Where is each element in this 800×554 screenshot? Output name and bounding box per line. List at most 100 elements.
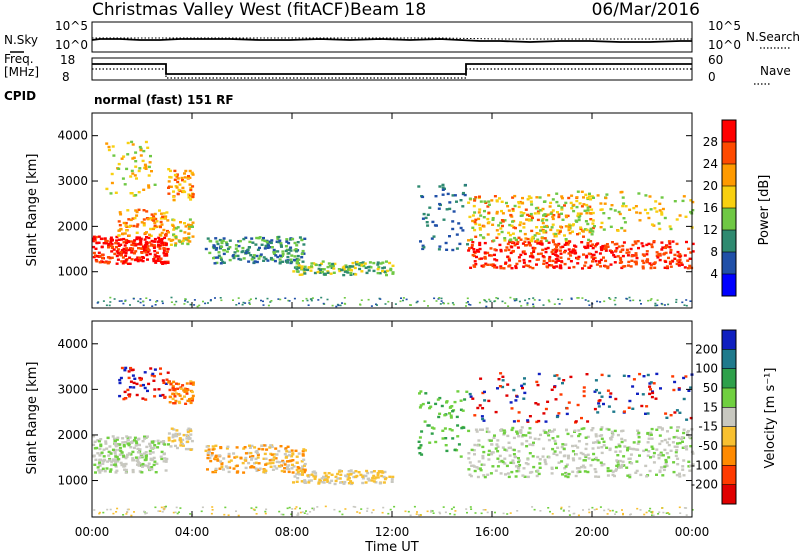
backscatter-cell — [595, 263, 599, 266]
backscatter-cell — [525, 244, 529, 247]
backscatter-cell — [498, 454, 502, 458]
backscatter-cell — [141, 259, 145, 263]
backscatter-cell — [568, 240, 572, 243]
backscatter-cell — [599, 265, 603, 268]
backscatter-cell — [139, 240, 143, 243]
backscatter-cell — [149, 458, 153, 461]
backscatter-cell — [133, 251, 136, 255]
backscatter-cell — [167, 238, 171, 241]
backscatter-cell — [114, 242, 118, 245]
backscatter-cell — [167, 180, 171, 183]
backscatter-cell — [127, 234, 131, 237]
backscatter-cell — [214, 467, 218, 471]
backscatter-cell — [157, 259, 161, 262]
colorbar-band — [722, 120, 736, 143]
backscatter-cell — [487, 449, 491, 453]
backscatter-cell — [167, 439, 171, 442]
backscatter-cell — [281, 459, 285, 463]
backscatter-cell — [123, 244, 127, 247]
backscatter-cell — [673, 257, 677, 260]
backscatter-cell — [301, 454, 305, 457]
backscatter-cell — [517, 411, 521, 414]
backscatter-cell — [114, 455, 118, 458]
backscatter-cell — [418, 392, 421, 395]
backscatter-cell — [627, 406, 631, 409]
backscatter-cell — [115, 250, 119, 253]
backscatter-cell — [522, 265, 526, 268]
backscatter-cell — [266, 246, 270, 249]
nsky-tick-bottom: 10^0 — [55, 38, 88, 52]
backscatter-cell — [142, 300, 145, 303]
backscatter-cell — [588, 266, 592, 269]
backscatter-cell — [262, 259, 266, 262]
backscatter-cell — [493, 300, 496, 303]
backscatter-cell — [533, 437, 537, 440]
backscatter-cell — [658, 252, 662, 256]
backscatter-cell — [662, 468, 666, 472]
backscatter-cell — [525, 439, 529, 443]
backscatter-cell — [252, 466, 256, 469]
backscatter-cell — [175, 300, 178, 303]
backscatter-cell — [517, 460, 520, 464]
backscatter-cell — [565, 412, 569, 416]
backscatter-cell — [483, 399, 487, 402]
backscatter-cell — [152, 217, 156, 220]
backscatter-cell — [118, 224, 122, 227]
backscatter-cell — [191, 394, 195, 398]
backscatter-cell — [163, 254, 167, 257]
backscatter-cell — [586, 196, 590, 200]
backscatter-cell — [427, 305, 429, 307]
backscatter-cell — [212, 256, 215, 260]
backscatter-cell — [120, 451, 124, 454]
backscatter-cell — [563, 467, 567, 470]
backscatter-cell — [378, 482, 382, 485]
backscatter-cell — [232, 299, 234, 301]
backscatter-cell — [105, 304, 108, 307]
backscatter-cell — [131, 217, 135, 220]
backscatter-cell — [267, 304, 270, 307]
backscatter-cell — [366, 507, 369, 510]
backscatter-cell — [630, 259, 634, 262]
backscatter-cell — [611, 473, 615, 477]
backscatter-cell — [164, 382, 168, 385]
backscatter-cell — [340, 470, 343, 473]
backscatter-cell — [172, 198, 176, 202]
backscatter-cell — [191, 235, 195, 238]
backscatter-cell — [139, 247, 143, 250]
backscatter-cell — [536, 252, 540, 256]
backscatter-cell — [309, 298, 312, 300]
backscatter-cell — [535, 380, 539, 384]
backscatter-cell — [620, 266, 624, 270]
backscatter-cell — [541, 218, 545, 221]
backscatter-cell — [244, 456, 248, 460]
backscatter-cell — [455, 247, 459, 250]
backscatter-cell — [545, 261, 549, 265]
backscatter-cell — [451, 248, 455, 252]
backscatter-cell — [579, 227, 583, 231]
backscatter-cell — [451, 302, 454, 304]
backscatter-cell — [443, 302, 445, 305]
backscatter-cell — [522, 382, 526, 386]
backscatter-cell — [517, 205, 521, 209]
backscatter-cell — [444, 241, 448, 245]
backscatter-cell — [237, 244, 241, 248]
backscatter-cell — [547, 194, 551, 197]
backscatter-cell — [99, 444, 103, 448]
backscatter-cell — [300, 267, 304, 270]
backscatter-cell — [206, 468, 209, 471]
x-tick-label: 12:00 — [375, 525, 410, 539]
backscatter-cell — [108, 304, 111, 307]
backscatter-cell — [109, 301, 112, 303]
backscatter-cell — [594, 475, 598, 478]
backscatter-cell — [110, 250, 114, 253]
backscatter-cell — [531, 246, 535, 250]
backscatter-cell — [176, 177, 180, 180]
backscatter-cell — [639, 299, 641, 302]
backscatter-cell — [303, 464, 306, 467]
backscatter-cell — [560, 212, 563, 215]
backscatter-cell — [493, 434, 496, 437]
backscatter-cell — [119, 376, 123, 380]
backscatter-cell — [441, 183, 445, 187]
backscatter-cell — [174, 399, 178, 403]
backscatter-cell — [527, 431, 531, 434]
